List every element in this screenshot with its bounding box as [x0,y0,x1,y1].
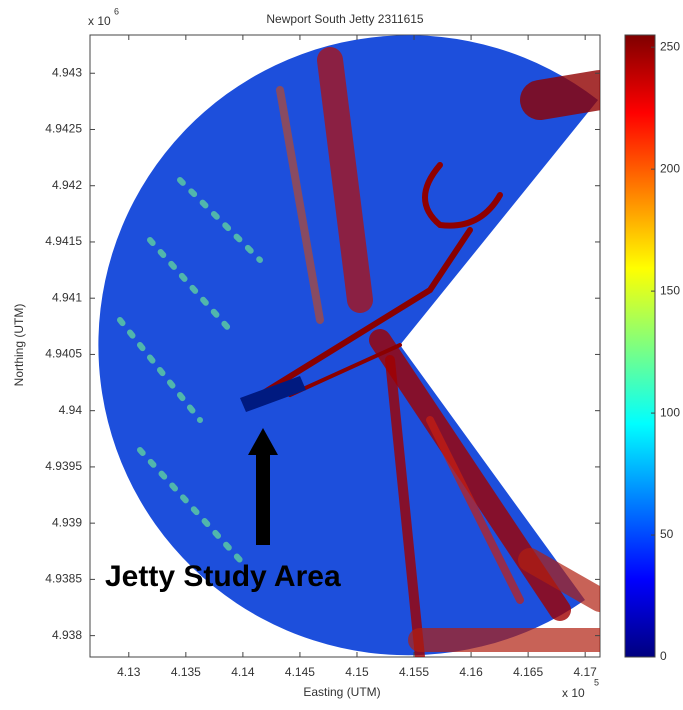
x-tick-label: 4.13 [117,665,141,679]
y-scale-exponent: 6 [114,6,119,16]
colorbar-tick-label: 100 [660,405,680,419]
x-tick-label: 4.16 [459,665,483,679]
y-tick-label: 4.9425 [45,122,82,136]
y-scale-base: x 10 [88,14,111,28]
colorbar-tick-label: 250 [660,39,680,53]
radar-image [98,35,600,657]
x-tick-label: 4.155 [399,665,429,679]
chart-title: Newport South Jetty 2311615 [266,12,424,26]
x-scale-exponent: 5 [594,677,599,687]
y-tick-label: 4.9405 [45,347,82,361]
x-tick-label: 4.135 [171,665,201,679]
colorbar-tick-label: 0 [660,649,667,663]
colorbar-tick-label: 200 [660,161,680,175]
y-tick-label: 4.938 [52,628,82,642]
y-tick-label: 4.941 [52,290,82,304]
y-tick-label: 4.942 [52,178,82,192]
y-tick-label: 4.9395 [45,459,82,473]
x-tick-label: 4.14 [231,665,255,679]
y-tick-label: 4.943 [52,65,82,79]
annotation-arrow [248,428,278,545]
colorbar-tick-label: 150 [660,283,680,297]
y-tick-label: 4.94 [59,403,83,417]
x-tick-label: 4.165 [513,665,543,679]
x-tick-label: 4.145 [285,665,315,679]
annotation: Jetty Study Area [105,560,341,593]
y-tick-label: 4.9385 [45,572,82,586]
y-tick-label: 4.9415 [45,234,82,248]
colorbar-tick-label: 50 [660,527,674,541]
x-scale-base: x 10 [562,686,585,700]
y-tick-label: 4.939 [52,515,82,529]
colorbar [624,34,656,658]
y-axis-label: Northing (UTM) [12,304,26,387]
x-tick-label: 4.17 [573,665,597,679]
x-tick-label: 4.15 [345,665,369,679]
x-axis-label: Easting (UTM) [303,685,380,699]
